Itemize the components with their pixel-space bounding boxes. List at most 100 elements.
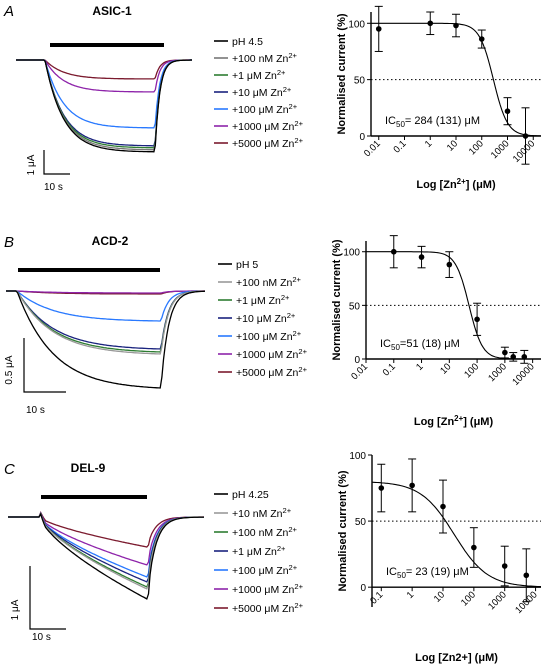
legend-label: +1000 μM Zn2+ [232,119,304,133]
legend-label-base: +10 nM Zn [232,508,283,520]
x-axis-label-post: ] (μM) [466,179,496,191]
legend-label-sup: 2+ [298,365,307,374]
x-tick-label: 100 [462,361,481,380]
legend-label-base: +100 nM Zn [232,53,288,65]
legend-label-sup: 2+ [281,293,290,302]
ic50-value: =51 (18) μM [400,338,460,350]
scale-bar-current-label: 0.5 μA [4,355,15,384]
x-tick-label: 100 [459,590,478,609]
x-axis-label-sup: 2+ [457,177,466,186]
ic50-prefix: IC [386,566,397,578]
y-axis-label: Normalised current (%) [336,13,348,134]
legend-label: +1 μM Zn2+ [232,544,286,558]
legend-label-sup: 2+ [287,311,296,320]
legend-label-base: +1 μM Zn [232,70,277,82]
x-tick-label: 1000 [486,590,509,613]
data-point-3 [471,544,477,551]
legend: pH 5+100 nM Zn2++1 μM Zn2++10 μM Zn2++10… [218,259,308,379]
x-tick-label: 1000 [489,138,512,161]
x-axis-label-sup: 2+ [454,414,463,423]
panel-title: DEL-9 [71,461,106,475]
x-tick-label: 1000 [486,361,509,384]
current-trace-1 [16,59,192,151]
legend-label: +10 nM Zn2+ [232,506,292,520]
scale-bar-time-label: 10 s [26,405,45,416]
legend-label-sup: 2+ [277,544,286,553]
legend-label-base: +1000 μM Zn [232,584,295,596]
panel-B: B ACD-2 0.5 μA 10 s pH 5 +100 nM Zn2+ +1 μM Zn… [4,234,541,428]
x-axis-label: Log [Zn2+] (μM) [416,177,496,191]
data-point-1 [418,254,425,260]
legend: pH 4.25+10 nM Zn2++100 nM Zn2++1 μM Zn2+… [214,489,304,615]
legend-label-sup: 2+ [289,563,298,572]
legend-label: +100 nM Zn2+ [232,525,298,539]
legend-label-base: +10 μM Zn [232,87,283,99]
y-axis-label: Normalised current (%) [331,239,343,360]
x-axis-label-base: Log [Zn2+] (μM) [415,652,498,664]
data-point-0 [390,248,397,255]
legend-label: +5000 μM Zn2+ [232,136,304,150]
y-tick-label: 50 [355,517,367,528]
y-axis-label: Normalised current (%) [337,470,349,591]
scale-bar [29,566,66,630]
ic50-prefix: IC [380,338,391,350]
legend-label-base: +1000 μM Zn [232,121,295,133]
panel-title: ACD-2 [92,234,129,248]
ic50-subscript: 50 [397,571,406,580]
data-point-5 [522,133,529,139]
legend-label-base: +100 μM Zn [236,331,293,343]
y-tick-label: 50 [354,76,366,87]
legend-label-sup: 2+ [283,85,292,94]
legend-label-base: +1000 μM Zn [236,349,299,361]
legend-label: pH 4.25 [232,489,269,501]
fit-curve [371,481,542,588]
data-point-4 [504,108,511,114]
ic50-label: IC50=51 (18) μM [380,338,460,352]
ic50-subscript: 50 [396,120,405,129]
current-trace-3 [16,59,192,147]
legend-label-sup: 2+ [292,275,301,284]
current-trace-2 [16,59,192,149]
x-tick-label: 10000 [510,361,536,387]
x-tick-label: 100 [467,138,486,157]
x-tick-label: 10000 [511,138,537,164]
x-axis-label: Log [Zn2+] (μM) [415,652,498,664]
legend-label-base: pH 4.5 [232,36,263,48]
legend-label: +1000 μM Zn2+ [232,582,304,596]
x-tick-label: 1 [414,361,426,373]
x-axis-label-post: ] (μM) [463,416,493,428]
legend-label: pH 5 [236,259,258,271]
panel-letter: C [4,461,15,478]
y-tick-label: 0 [360,583,366,594]
legend-label: +100 nM Zn2+ [232,51,298,65]
data-point-3 [474,316,480,323]
y-tick-label: 100 [349,451,366,462]
legend-label-base: +5000 μM Zn [236,367,299,379]
legend-label-sup: 2+ [294,119,303,128]
legend-label: +10 μM Zn2+ [232,85,292,99]
legend-label: pH 4.5 [232,36,263,48]
scale-bar-current-label: 1 μA [10,599,21,620]
legend-label-base: +10 μM Zn [236,313,287,325]
scale-bar [43,150,70,175]
data-point-5 [523,572,530,579]
current-trace-0 [6,290,206,389]
x-axis-label: Log [Zn2+] (μM) [414,414,494,428]
y-tick-label: 0 [354,355,360,366]
panel-letter: B [4,234,14,251]
x-tick-label: 0.01 [362,138,383,159]
x-tick-label: 1 [423,138,435,150]
scale-bar-time-label: 10 s [32,632,51,643]
data-point-1 [427,20,434,27]
legend-label: +5000 μM Zn2+ [232,601,304,615]
data-point-0 [375,26,382,32]
legend-label: +100 μM Zn2+ [236,329,302,343]
data-point-2 [446,261,453,268]
legend-label: +1 μM Zn2+ [236,293,290,307]
data-point-2 [453,22,459,29]
legend-label: +100 nM Zn2+ [236,275,302,289]
x-tick-label: 1 [405,590,417,602]
